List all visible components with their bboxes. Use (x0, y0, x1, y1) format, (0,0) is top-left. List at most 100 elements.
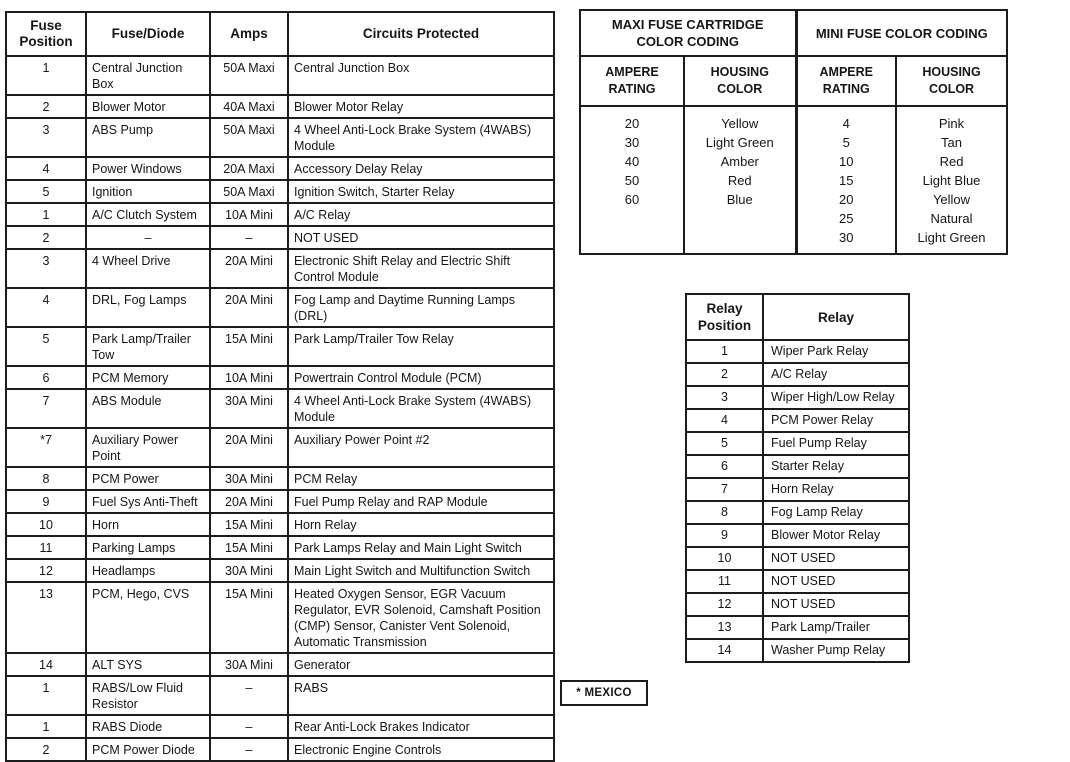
circuits-cell: Heated Oxygen Sensor, EGR Vacuum Regulat… (287, 581, 555, 654)
fuse-diode-cell: Power Windows (85, 156, 211, 181)
ampere-value: 4 (842, 116, 850, 131)
fuse-position-cell: 13 (5, 581, 87, 654)
ampere-value: 30 (624, 135, 640, 150)
fuse-diode-cell: PCM Memory (85, 365, 211, 390)
mini-ampere-header: AMPERE RATING (794, 55, 897, 107)
relay-table-row: 2 A/C Relay (685, 362, 910, 387)
fuse-table-row: 2 PCM Power Diode – Electronic Engine Co… (5, 737, 555, 762)
page: { "page": { "background": "#ffffff", "te… (5, 9, 1009, 762)
fuse-table-row: 4 Power Windows 20A Maxi Accessory Delay… (5, 156, 555, 181)
relay-table-row: 1 Wiper Park Relay (685, 339, 910, 364)
relay-cell: Wiper High/Low Relay (762, 385, 910, 410)
relay-position-cell: 1 (685, 339, 764, 364)
fuse-diode-cell: DRL, Fog Lamps (85, 287, 211, 328)
ampere-value: 20 (839, 192, 854, 207)
relay-table-row: 6 Starter Relay (685, 454, 910, 479)
fuse-position-cell: 3 (5, 248, 87, 289)
relay-cell: Washer Pump Relay (762, 638, 910, 663)
circuits-cell: Electronic Shift Relay and Electric Shif… (287, 248, 555, 289)
amps-cell: 40A Maxi (209, 94, 289, 119)
mexico-footnote: * MEXICO (560, 680, 648, 706)
fuse-table-row: 9 Fuel Sys Anti-Theft 20A Mini Fuel Pump… (5, 489, 555, 514)
relay-position-cell: 14 (685, 638, 764, 663)
fuse-diode-cell: Auxiliary Power Point (85, 427, 211, 468)
ampere-value: 20 (624, 116, 640, 131)
fuse-diode-cell: – (85, 225, 211, 250)
amps-cell: 30A Mini (209, 466, 289, 491)
fuse-diode-cell: ABS Pump (85, 117, 211, 158)
amps-cell: 50A Maxi (209, 55, 289, 96)
maxi-fuse-title: MAXI FUSE CARTRIDGE COLOR CODING (579, 9, 797, 57)
amps-cell: 20A Mini (209, 427, 289, 468)
fuse-position-cell: 12 (5, 558, 87, 583)
relay-position-cell: 3 (685, 385, 764, 410)
fuse-table-row: 10 Horn 15A Mini Horn Relay (5, 512, 555, 537)
amps-cell: – (209, 737, 289, 762)
fuse-position-cell: 1 (5, 714, 87, 739)
relay-position-cell: 4 (685, 408, 764, 433)
fuse-diode-cell: PCM Power (85, 466, 211, 491)
circuits-cell: Blower Motor Relay (287, 94, 555, 119)
fuse-position-cell: 10 (5, 512, 87, 537)
amps-header: Amps (209, 11, 289, 57)
relay-position-cell: 6 (685, 454, 764, 479)
housing-color-value: Light Green (705, 135, 774, 150)
ampere-value: 15 (839, 173, 854, 188)
relay-position-header: Relay Position (685, 293, 764, 341)
fuse-diode-cell: Fuel Sys Anti-Theft (85, 489, 211, 514)
relay-position-cell: 5 (685, 431, 764, 456)
mini-fuse-title: MINI FUSE COLOR CODING (794, 9, 1009, 57)
color-coding-title-row: MAXI FUSE CARTRIDGE COLOR CODING MINI FU… (579, 9, 1009, 57)
fuse-diode-cell: Ignition (85, 179, 211, 204)
housing-color-value: Yellow (932, 192, 971, 207)
relay-cell: A/C Relay (762, 362, 910, 387)
relay-position-cell: 10 (685, 546, 764, 571)
mini-housing-header: HOUSING COLOR (894, 55, 1009, 107)
fuse-table-row: 1 A/C Clutch System 10A Mini A/C Relay (5, 202, 555, 227)
mini-housing-values: Pink Tan Red Light Blue Yellow Natural Light G… (894, 105, 1009, 255)
relay-table-row: 8 Fog Lamp Relay (685, 500, 910, 525)
relay-cell: Fog Lamp Relay (762, 500, 910, 525)
relay-cell: NOT USED (762, 592, 910, 617)
circuits-cell: 4 Wheel Anti-Lock Brake System (4WABS) M… (287, 388, 555, 429)
ampere-value: 60 (624, 192, 640, 207)
fuse-diode-cell: A/C Clutch System (85, 202, 211, 227)
fuse-table-row: 3 4 Wheel Drive 20A Mini Electronic Shif… (5, 248, 555, 289)
fuse-diode-cell: Blower Motor (85, 94, 211, 119)
amps-cell: 20A Mini (209, 489, 289, 514)
relay-table-row: 12 NOT USED (685, 592, 910, 617)
fuse-diode-cell: PCM Power Diode (85, 737, 211, 762)
relay-table-row: 5 Fuel Pump Relay (685, 431, 910, 456)
fuse-table-row: 8 PCM Power 30A Mini PCM Relay (5, 466, 555, 491)
fuse-position-cell: 1 (5, 675, 87, 716)
maxi-housing-values: Yellow Light Green Amber Red Blue (683, 105, 797, 255)
circuits-cell: Main Light Switch and Multifunction Swit… (287, 558, 555, 583)
relay-table-row: 7 Horn Relay (685, 477, 910, 502)
fuse-table-row: 3 ABS Pump 50A Maxi 4 Wheel Anti-Lock Br… (5, 117, 555, 158)
circuits-cell: Fog Lamp and Daytime Running Lamps (DRL) (287, 287, 555, 328)
ampere-value: 30 (839, 230, 854, 245)
amps-cell: 10A Mini (209, 365, 289, 390)
fuse-table-row: 1 Central Junction Box 50A Maxi Central … (5, 55, 555, 96)
amps-cell: 50A Maxi (209, 179, 289, 204)
relay-cell: Park Lamp/Trailer (762, 615, 910, 640)
relay-cell: Blower Motor Relay (762, 523, 910, 548)
fuse-diode-header: Fuse/Diode (85, 11, 211, 57)
circuits-cell: Central Junction Box (287, 55, 555, 96)
relay-position-cell: 7 (685, 477, 764, 502)
color-coding-subheader-row: AMPERE RATING HOUSING COLOR AMPERE RATIN… (579, 55, 1009, 107)
fuse-diode-cell: PCM, Hego, CVS (85, 581, 211, 654)
fuse-diode-cell: ABS Module (85, 388, 211, 429)
circuits-cell: Accessory Delay Relay (287, 156, 555, 181)
amps-cell: 30A Mini (209, 652, 289, 677)
fuse-position-cell: 14 (5, 652, 87, 677)
housing-color-value: Yellow (721, 116, 759, 131)
ampere-value: 10 (839, 154, 854, 169)
fuse-diode-cell: RABS Diode (85, 714, 211, 739)
amps-cell: 15A Mini (209, 581, 289, 654)
fuse-table-row: 14 ALT SYS 30A Mini Generator (5, 652, 555, 677)
fuse-table-header-row: Fuse Position Fuse/Diode Amps Circuits P… (5, 11, 555, 57)
circuits-cell: A/C Relay (287, 202, 555, 227)
amps-cell: – (209, 714, 289, 739)
relay-table-row: 13 Park Lamp/Trailer (685, 615, 910, 640)
